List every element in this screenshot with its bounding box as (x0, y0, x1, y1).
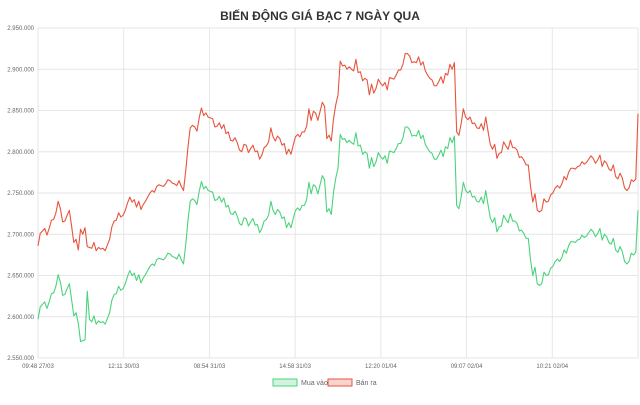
x-tick-label: 12:20 01/04 (365, 364, 397, 370)
x-axis-ticks: 09:48 27/03 12:11 30/03 08:54 31/03 14:58 3… (22, 364, 569, 370)
y-axis-ticks: 2.550.000 2.600.000 2.650.000 2.700.000 2.75… (7, 26, 34, 362)
y-tick-label: 2.650.000 (7, 274, 34, 280)
y-tick-label: 2.550.000 (7, 356, 34, 362)
x-tick-label: 09:07 02/04 (451, 364, 483, 370)
x-tick-label: 09:48 27/03 (22, 364, 54, 370)
series-lines (37, 53, 639, 343)
legend[interactable]: Mua vào Bán ra (272, 378, 377, 387)
legend-swatch (272, 378, 298, 387)
y-tick-label: 2.600.000 (7, 315, 34, 321)
grid (37, 27, 639, 359)
legend-swatch (327, 378, 353, 387)
x-tick-label: 14:58 31/03 (279, 364, 311, 370)
y-tick-label: 2.750.000 (7, 191, 34, 197)
chart-title: BIẾN ĐỘNG GIÁ BẠC 7 NGÀY QUA (220, 9, 420, 23)
y-tick-label: 2.800.000 (7, 150, 34, 156)
legend-item-mua-vao[interactable]: Mua vào (272, 378, 328, 387)
x-tick-label: 08:54 31/03 (194, 364, 226, 370)
series-line-mua-vao (37, 126, 639, 343)
y-tick-label: 2.900.000 (7, 67, 34, 73)
legend-label: Bán ra (356, 380, 377, 387)
legend-item-ban-ra[interactable]: Bán ra (327, 378, 377, 387)
y-tick-label: 2.950.000 (7, 26, 34, 32)
y-tick-label: 2.850.000 (7, 109, 34, 115)
series-line-ban-ra (37, 53, 639, 252)
x-tick-label: 10:21 02/04 (536, 364, 568, 370)
x-tick-label: 12:11 30/03 (108, 364, 140, 370)
legend-label: Mua vào (301, 380, 328, 387)
y-tick-label: 2.700.000 (7, 232, 34, 238)
